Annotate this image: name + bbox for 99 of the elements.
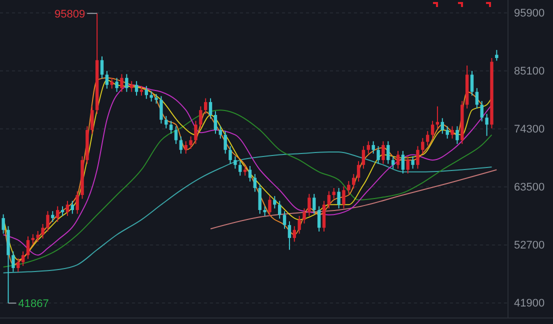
candlestick — [485, 113, 488, 136]
candlestick — [308, 193, 311, 216]
candlestick — [268, 196, 272, 216]
candlestick — [134, 80, 138, 96]
candlestick — [21, 250, 25, 266]
candlestick — [263, 206, 266, 216]
candlestick — [56, 206, 60, 222]
annotation: 95809 — [54, 8, 86, 20]
candlestick — [288, 220, 292, 250]
candlestick — [347, 180, 350, 194]
y-tick-label: 95900 — [514, 7, 545, 20]
candlestick — [430, 120, 434, 140]
candlestick — [76, 190, 79, 214]
candlestick — [194, 120, 198, 144]
y-tick-label: 63500 — [514, 181, 545, 194]
candlestick — [386, 140, 390, 164]
candlestick — [366, 140, 370, 154]
candlestick — [125, 74, 128, 92]
candlestick — [248, 165, 252, 182]
candlestick — [470, 70, 474, 96]
candlestick — [440, 118, 444, 134]
candlestick — [26, 236, 30, 260]
candlestick — [144, 85, 148, 100]
candlestick — [36, 230, 40, 242]
candlestick — [352, 174, 356, 190]
candlestick — [179, 136, 183, 154]
candlestick — [382, 140, 385, 164]
candlestick — [372, 140, 375, 154]
candlestick — [46, 210, 50, 232]
candlestick — [174, 126, 178, 144]
candlestick — [120, 74, 124, 92]
candlestick — [51, 210, 54, 222]
candlestick — [224, 130, 227, 154]
line-series — [2, 152, 492, 274]
candlestick — [16, 258, 20, 272]
candlestick — [273, 196, 276, 209]
y-tick-label: 41900 — [514, 297, 545, 310]
candlestick — [234, 156, 237, 170]
annotation: 41867 — [18, 298, 49, 310]
candlestick — [184, 140, 188, 154]
candlestick — [278, 200, 282, 220]
candlestick — [312, 193, 316, 214]
candlestick — [238, 160, 242, 176]
candlestick — [204, 98, 208, 114]
candlestick — [189, 136, 192, 150]
candlestick — [253, 174, 257, 192]
candlestick — [150, 90, 153, 102]
candlestick — [416, 146, 420, 170]
candlestick — [376, 146, 380, 164]
candlestick — [70, 200, 74, 214]
candlestick — [426, 130, 430, 146]
candlestick — [100, 56, 104, 79]
candlestick — [41, 223, 44, 239]
candlestick — [450, 126, 454, 140]
candlestick — [480, 100, 484, 122]
candlestick — [327, 190, 331, 209]
candlestick — [105, 70, 109, 90]
candlestick — [421, 138, 424, 154]
candlestick — [456, 126, 459, 144]
candlestick — [160, 96, 163, 124]
candlestick — [169, 120, 173, 134]
candlestick — [66, 200, 70, 216]
candlestick — [356, 160, 360, 182]
line-series — [210, 169, 498, 230]
candlestick — [90, 106, 94, 134]
y-tick-label: 74300 — [514, 123, 545, 136]
candlestick — [337, 188, 340, 209]
candlestick — [218, 126, 222, 140]
candlestick — [258, 184, 262, 214]
candlestick — [406, 156, 410, 174]
candlestick — [362, 146, 366, 170]
candlestick — [140, 85, 144, 96]
y-tick-label: 52700 — [514, 239, 545, 252]
y-tick-label: 85100 — [514, 65, 545, 78]
candlestick — [446, 126, 449, 140]
candlestick — [214, 110, 218, 134]
line-series — [2, 110, 492, 268]
candlestick — [12, 250, 15, 272]
candlestick — [298, 215, 301, 234]
candlestick — [396, 150, 400, 170]
candlestick — [495, 49, 498, 62]
candlestick — [115, 77, 118, 92]
candlestick — [401, 150, 405, 174]
candlestick — [411, 156, 414, 170]
candlestick — [475, 88, 479, 110]
candlestick — [317, 206, 321, 232]
candlestick — [154, 94, 158, 104]
candlestick — [228, 146, 232, 164]
candlestick — [282, 210, 286, 230]
candlestick — [110, 77, 114, 90]
candlestick — [292, 226, 296, 242]
candlestick — [243, 165, 247, 176]
candlestick — [391, 156, 395, 170]
candlestick — [199, 106, 202, 129]
candlestick — [2, 214, 5, 234]
candlestick — [208, 98, 212, 120]
candlestick — [302, 208, 306, 224]
candlestick — [322, 200, 326, 232]
candlestick — [342, 186, 346, 209]
